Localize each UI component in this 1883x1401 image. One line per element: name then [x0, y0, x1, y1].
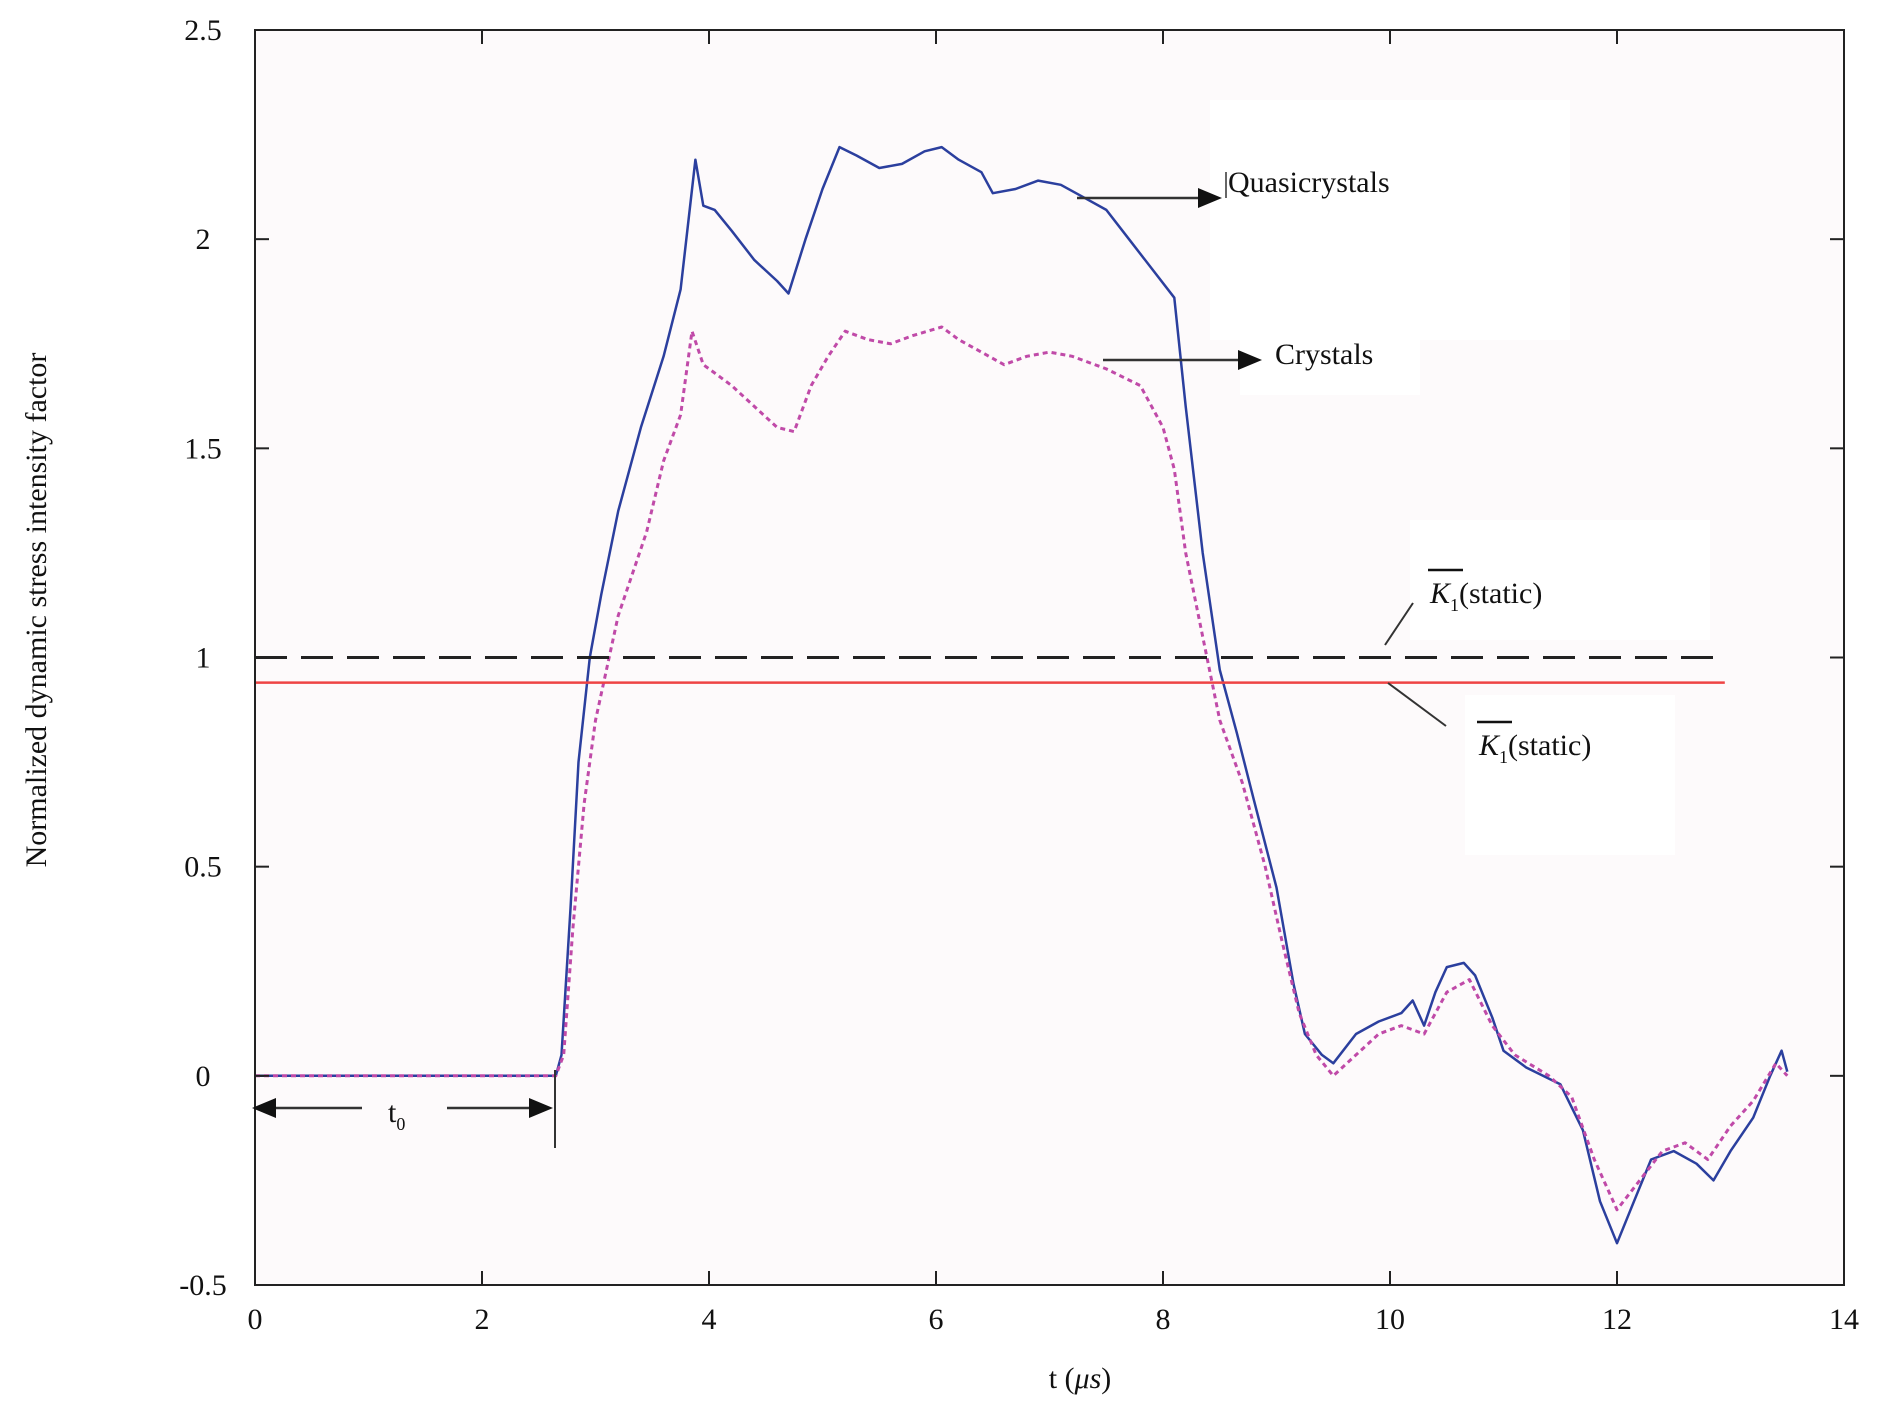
annotation-k-static-quasicrystal: K1(static) — [1384, 568, 1542, 646]
k-static-top-label: K1(static) — [1429, 577, 1542, 615]
x-axis-label: t (μs) — [1049, 1362, 1112, 1395]
x-tick-label: 14 — [1829, 1303, 1859, 1336]
x-tick-label: 6 — [929, 1303, 944, 1336]
x-tick-label: 0 — [248, 1303, 263, 1336]
crystals-arrow-head — [1238, 350, 1262, 370]
y-tick-label: -0.5 — [179, 1269, 227, 1302]
series-line-quasicrystals — [255, 145, 1789, 1245]
annotation-quasicrystals: Quasicrystals — [1077, 166, 1390, 208]
y-axis-label: Normalized dynamic stress intensity fact… — [20, 353, 53, 868]
x-tick-label: 4 — [702, 1303, 717, 1336]
t0-arrow-head-left — [252, 1098, 276, 1118]
annotation-k-static-crystal: K1(static) — [1387, 682, 1591, 767]
quasicrystals-label: Quasicrystals — [1228, 166, 1390, 199]
k-static-top-leader — [1384, 602, 1414, 646]
y-tick-label: 0.5 — [184, 851, 222, 884]
annotation-crystals: Crystals — [1103, 338, 1373, 371]
y-tick-label: 0 — [196, 1060, 211, 1093]
crystals-label: Crystals — [1275, 338, 1373, 371]
y-tick-label: 1.5 — [184, 432, 222, 465]
label-box-quasicrystals — [1210, 100, 1570, 340]
quasicrystals-arrow-head — [1198, 188, 1222, 208]
x-tick-label: 12 — [1602, 1303, 1632, 1336]
label-box-k-static-top — [1410, 520, 1710, 640]
y-tick-label: 2 — [196, 223, 211, 256]
t0-arrow-head-right — [529, 1098, 553, 1118]
y-tick-label: 1 — [196, 642, 211, 675]
k-static-bottom-label: K1(static) — [1478, 729, 1591, 767]
x-tick-label: 8 — [1156, 1303, 1171, 1336]
series-layer — [255, 145, 1789, 1245]
tick-labels: 0 2 4 6 8 10 12 14 -0.5 0 0.5 1 1.5 2 2.5 — [179, 14, 1859, 1336]
axes-layer — [254, 29, 1845, 1286]
series-line-crystals — [255, 325, 1789, 1212]
label-box-k-static-bottom — [1465, 695, 1675, 855]
label-box-crystals — [1240, 325, 1420, 395]
annotation-t0: t0 — [252, 1070, 556, 1148]
t0-label: t0 — [388, 1096, 405, 1134]
y-tick-label: 2.5 — [184, 14, 222, 47]
x-tick-label: 2 — [475, 1303, 490, 1336]
x-tick-label: 10 — [1375, 1303, 1405, 1336]
k-static-bottom-leader — [1387, 682, 1447, 727]
